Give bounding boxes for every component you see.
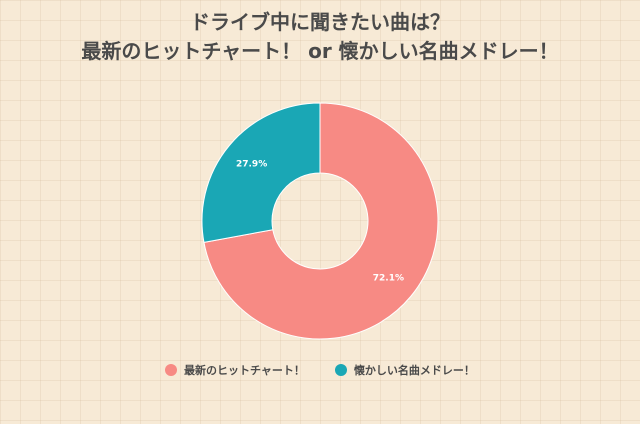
chart-title-line-1: ドライブ中に聞きたい曲は？ bbox=[190, 10, 450, 34]
chart-legend: 最新のヒットチャート！ 懐かしい名曲メドレー！ bbox=[0, 362, 640, 378]
legend-swatch-hit-chart bbox=[165, 364, 178, 376]
data-label-hit-chart: 72.1% bbox=[373, 273, 404, 283]
chart-title-line-2: 最新のヒットチャート！ or 懐かしい名曲メドレー！ bbox=[81, 39, 559, 63]
data-label-nostalgic-medley: 27.9% bbox=[236, 160, 267, 170]
legend-item-hit-chart[interactable]: 最新のヒットチャート！ bbox=[165, 362, 305, 378]
slice-hit-chart[interactable] bbox=[203, 102, 439, 340]
legend-item-nostalgic-medley[interactable]: 懐かしい名曲メドレー！ bbox=[334, 362, 475, 378]
donut-slices bbox=[201, 102, 439, 340]
slice-nostalgic-medley[interactable] bbox=[201, 102, 321, 243]
donut-labels: 72.1% 27.9% bbox=[236, 160, 404, 284]
legend-label-hit-chart: 最新のヒットチャート！ bbox=[184, 364, 305, 377]
chart-title: ドライブ中に聞きたい曲は？ 最新のヒットチャート！ or 懐かしい名曲メドレー！ bbox=[0, 8, 640, 66]
legend-label-nostalgic-medley: 懐かしい名曲メドレー！ bbox=[353, 364, 475, 377]
legend-swatch-nostalgic-medley bbox=[334, 364, 347, 376]
